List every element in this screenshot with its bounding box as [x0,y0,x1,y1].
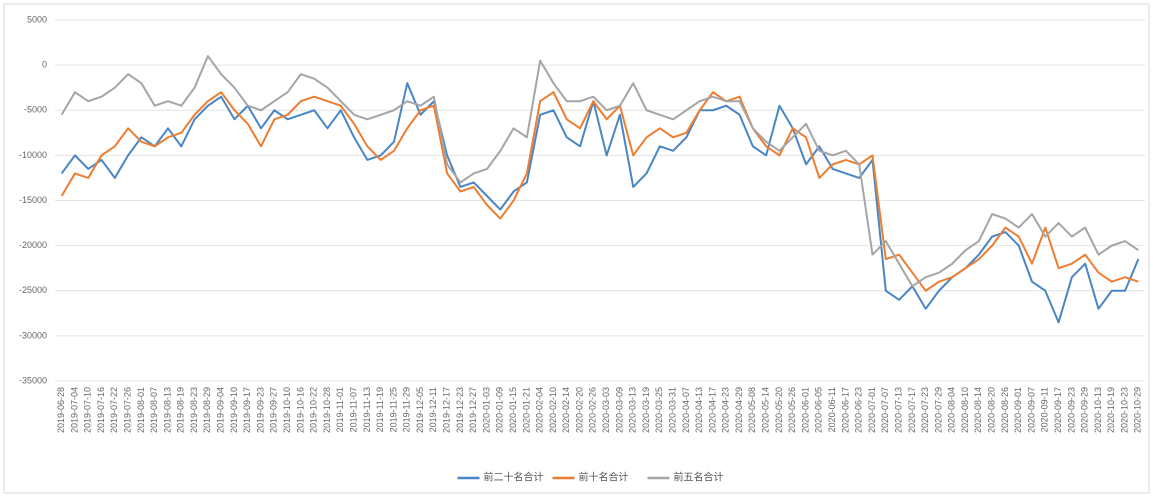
x-tick-label: 2020-04-23 [721,387,731,433]
x-tick-label: 2020-04-17 [707,387,717,433]
x-tick-label: 2019-08-29 [202,387,212,433]
x-tick-label: 2020-06-11 [827,387,837,432]
x-tick-label: 2019-09-04 [216,387,226,433]
x-tick-label: 2020-08-26 [1000,387,1010,433]
x-tick-label: 2019-12-11 [428,387,438,432]
x-tick-label: 2019-11-01 [335,387,345,432]
x-tick-label: 2020-01-09 [495,387,505,433]
x-tick-label: 2019-11-07 [348,387,358,432]
x-tick-label: 2020-08-20 [987,387,997,433]
x-tick-label: 2020-08-14 [973,387,983,433]
x-tick-label: 2020-09-29 [1080,387,1090,433]
series-line [60,91,1139,292]
y-tick-label: -25000 [19,285,47,295]
x-tick-label: 2019-12-05 [415,387,425,433]
x-tick-label: 2020-09-23 [1066,387,1076,433]
x-tick-label: 2019-06-28 [56,387,66,433]
x-tick-label: 2019-11-25 [388,387,398,432]
x-tick-label: 2019-07-16 [96,387,106,433]
x-tick-label: 2019-07-26 [122,387,132,433]
x-tick-label: 2019-12-17 [442,387,452,433]
x-tick-label: 2019-08-07 [149,387,159,433]
x-tick-label: 2020-04-07 [681,387,691,433]
x-tick-label: 2020-10-23 [1119,387,1129,433]
x-tick-label: 2020-01-03 [481,387,491,433]
x-tick-label: 2020-03-13 [628,387,638,433]
x-tick-label: 2020-09-11 [1040,387,1050,432]
x-tick-label: 2020-08-10 [960,387,970,433]
x-tick-label: 2019-07-22 [109,387,119,433]
x-tick-label: 2020-08-04 [947,387,957,433]
x-tick-label: 2019-10-28 [322,387,332,433]
y-tick-label: -5000 [24,105,47,115]
x-tick-label: 2019-08-23 [189,387,199,433]
x-tick-label: 2020-01-21 [521,387,531,433]
x-tick-label: 2019-09-10 [229,387,239,433]
x-tick-label: 2020-09-07 [1026,387,1036,433]
legend-label: 前二十名合计 [484,471,544,484]
x-tick-label: 2020-05-08 [747,387,757,433]
x-tick-label: 2019-10-16 [295,387,305,433]
x-tick-label: 2019-12-27 [468,387,478,433]
y-tick-label: 5000 [27,14,47,24]
x-tick-label: 2019-11-19 [375,387,385,432]
x-tick-label: 2020-07-01 [867,387,877,433]
x-tick-label: 2019-11-13 [362,387,372,432]
x-tick-label: 2019-09-23 [255,387,265,433]
y-tick-label: -20000 [19,240,47,250]
x-tick-label: 2020-06-05 [814,387,824,433]
x-tick-label: 2019-07-04 [69,387,79,433]
x-tick-label: 2020-03-19 [641,387,651,433]
series-line [60,55,1139,288]
x-tick-label: 2020-03-03 [601,387,611,433]
x-tick-label: 2019-10-10 [282,387,292,433]
x-tick-label: 2020-07-17 [907,387,917,433]
x-tick-label: 2020-02-10 [548,387,558,433]
x-tick-label: 2020-06-01 [800,387,810,433]
x-tick-label: 2019-11-29 [402,387,412,432]
x-tick-label: 2020-09-17 [1053,387,1063,433]
x-tick-label: 2020-06-17 [840,387,850,433]
x-tick-label: 2019-07-10 [83,387,93,433]
x-tick-label: 2019-08-13 [162,387,172,433]
x-tick-label: 2020-06-23 [854,387,864,433]
x-tick-label: 2019-09-17 [242,387,252,433]
y-tick-label: -35000 [19,375,47,385]
legend: 前二十名合计 前十名合计 前五名合计 [457,471,724,484]
y-tick-label: -10000 [19,150,47,160]
x-tick-label: 2019-08-01 [136,387,146,433]
x-tick-label: 2019-12-23 [455,387,465,433]
x-tick-label: 2020-10-29 [1133,387,1143,433]
x-tick-label: 2020-10-19 [1106,387,1116,433]
x-tick-label: 2020-02-14 [561,387,571,433]
x-tick-label: 2019-08-19 [176,387,186,433]
x-tick-label: 2020-03-25 [654,387,664,433]
x-tick-label: 2020-05-20 [774,387,784,433]
x-tick-label: 2020-02-20 [574,387,584,433]
x-tick-label: 2020-05-26 [787,387,797,433]
x-tick-label: 2020-03-09 [614,387,624,433]
x-tick-label: 2020-05-14 [761,387,771,433]
legend-label: 前五名合计 [674,471,724,484]
y-tick-label: 0 [42,60,47,70]
x-tick-label: 2020-07-29 [933,387,943,433]
y-tick-label: -30000 [19,330,47,340]
x-tick-label: 2020-01-15 [508,387,518,433]
x-tick-label: 2020-03-31 [667,387,677,433]
y-tick-label: -15000 [19,195,47,205]
x-tick-label: 2020-09-01 [1013,387,1023,433]
x-tick-label: 2020-04-29 [734,387,744,433]
x-tick-label: 2020-02-26 [588,387,598,433]
x-tick-label: 2020-02-04 [535,387,545,433]
x-tick-label: 2020-07-07 [880,387,890,433]
x-tick-label: 2020-10-13 [1093,387,1103,433]
x-tick-label: 2020-04-13 [694,387,704,433]
legend-label: 前十名合计 [579,471,629,484]
x-tick-label: 2020-07-13 [893,387,903,433]
x-tick-label: 2019-09-27 [269,387,279,433]
x-tick-label: 2020-07-23 [920,387,930,433]
x-tick-label: 2019-10-22 [309,387,319,433]
